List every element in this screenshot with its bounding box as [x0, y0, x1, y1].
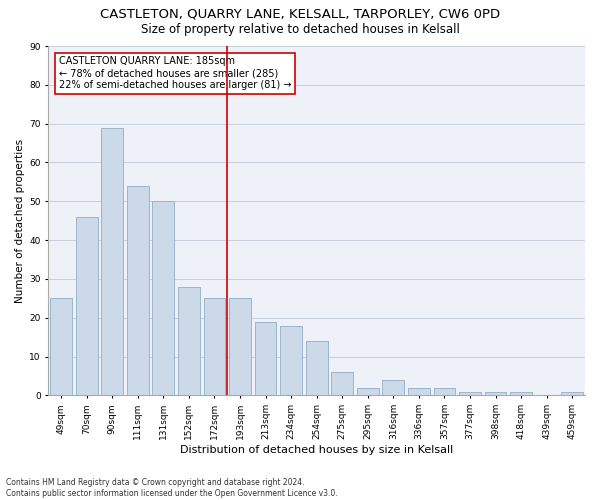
Bar [76, 217, 98, 396]
Bar [203, 298, 225, 396]
Bar [408, 388, 430, 396]
Text: Contains HM Land Registry data © Crown copyright and database right 2024.
Contai: Contains HM Land Registry data © Crown c… [6, 478, 338, 498]
Bar [562, 392, 583, 396]
Bar [152, 202, 174, 396]
Bar [178, 286, 200, 396]
Bar [306, 341, 328, 396]
Bar [254, 322, 277, 396]
Bar [331, 372, 353, 396]
Text: CASTLETON, QUARRY LANE, KELSALL, TARPORLEY, CW6 0PD: CASTLETON, QUARRY LANE, KELSALL, TARPORL… [100, 8, 500, 20]
Y-axis label: Number of detached properties: Number of detached properties [15, 138, 25, 303]
Bar [459, 392, 481, 396]
Text: CASTLETON QUARRY LANE: 185sqm
← 78% of detached houses are smaller (285)
22% of : CASTLETON QUARRY LANE: 185sqm ← 78% of d… [59, 56, 292, 90]
Bar [357, 388, 379, 396]
X-axis label: Distribution of detached houses by size in Kelsall: Distribution of detached houses by size … [180, 445, 453, 455]
Bar [510, 392, 532, 396]
Bar [280, 326, 302, 396]
Bar [127, 186, 149, 396]
Bar [101, 128, 123, 396]
Bar [434, 388, 455, 396]
Bar [382, 380, 404, 396]
Bar [485, 392, 506, 396]
Bar [229, 298, 251, 396]
Text: Size of property relative to detached houses in Kelsall: Size of property relative to detached ho… [140, 22, 460, 36]
Bar [50, 298, 72, 396]
